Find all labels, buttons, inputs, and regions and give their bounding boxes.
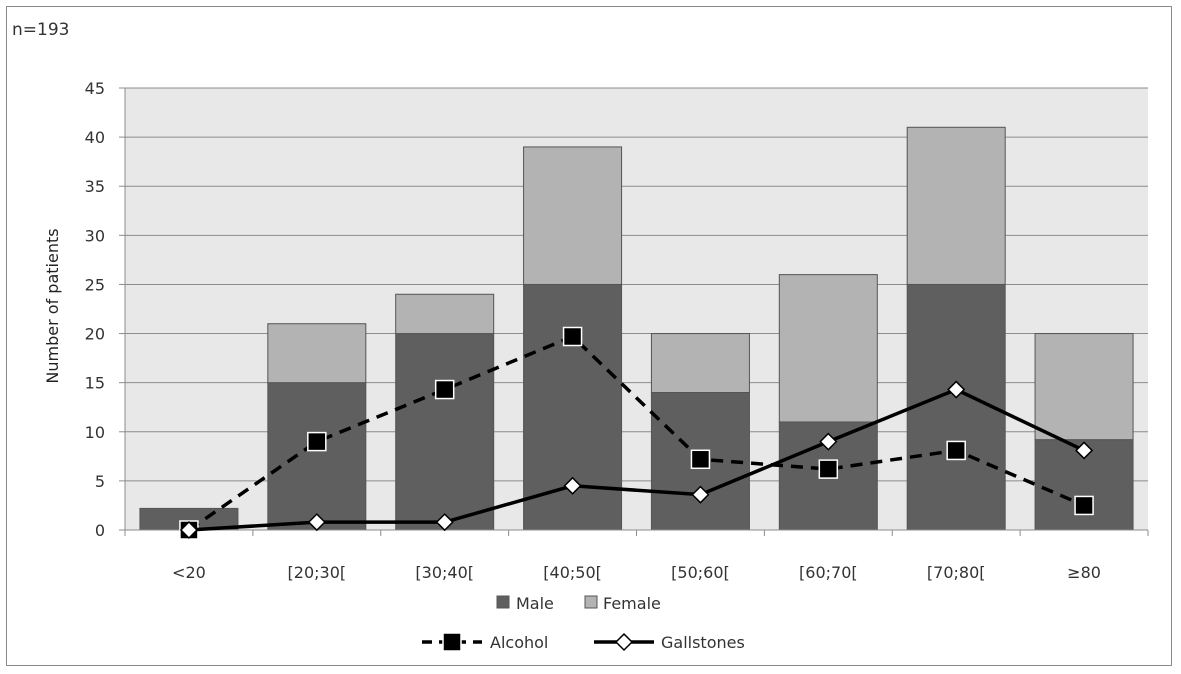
- series-gallstones: [179, 380, 1094, 540]
- legend-label-female: Female: [603, 594, 661, 613]
- y-axis-label: Number of patients: [43, 228, 62, 383]
- x-tick-label: [30;40[: [415, 563, 474, 582]
- y-tick-label: 0: [95, 521, 105, 540]
- bar-female: [906, 126, 1006, 285]
- bar-male: [906, 283, 1006, 531]
- y-tick-label: 30: [85, 226, 105, 245]
- x-tick-labels: <20 [20;30[ [30;40[ [40;50[ [50;60[ [60;70[ [7…: [172, 563, 1101, 582]
- point-alcohol: [562, 326, 583, 347]
- x-tick-label: [40;50[: [543, 563, 602, 582]
- bar-male: [395, 333, 495, 531]
- y-tick-label: 45: [85, 79, 105, 98]
- legend-lines: Alcohol Gallstones: [422, 632, 745, 652]
- line-series: [179, 326, 1094, 540]
- y-tick-label: 15: [85, 374, 105, 393]
- axes: [119, 87, 1149, 536]
- legend-marker-gallstones: [614, 632, 634, 652]
- point-gallstones: [179, 520, 198, 540]
- point-alcohol: [818, 459, 839, 479]
- x-tick-label: [50;60[: [671, 563, 730, 582]
- legend-label-gallstones: Gallstones: [661, 633, 745, 652]
- point-gallstones: [435, 513, 454, 532]
- x-tick-label: ≥80: [1067, 563, 1101, 582]
- line-alcohol: [187, 334, 1085, 532]
- legend-swatch-female: [584, 595, 598, 609]
- legend-marker-alcohol: [442, 632, 462, 652]
- y-tick-label: 20: [85, 325, 105, 344]
- x-tick-label: [60;70[: [799, 563, 858, 582]
- point-alcohol: [1074, 495, 1094, 516]
- bar-female: [395, 293, 495, 335]
- legend-swatch-male: [496, 595, 510, 609]
- y-tick-label: 40: [85, 128, 105, 147]
- y-tick-label: 35: [85, 177, 105, 196]
- x-tick-label: <20: [172, 563, 206, 582]
- point-gallstones: [1075, 441, 1094, 460]
- bar-male: [267, 382, 367, 531]
- sample-size-label: n=193: [12, 20, 70, 40]
- x-tick-label: [70;80[: [927, 563, 986, 582]
- point-gallstones: [307, 513, 326, 532]
- point-alcohol: [946, 440, 966, 461]
- point-gallstones: [563, 476, 582, 495]
- bar-female: [1034, 333, 1134, 441]
- point-gallstones: [947, 380, 966, 399]
- y-tick-labels: 0 5 10 15 20 25 30 35 40 45: [85, 79, 105, 540]
- y-tick-label: 25: [85, 275, 105, 294]
- legend-bars: Male Female: [496, 594, 661, 613]
- point-gallstones: [691, 485, 710, 504]
- y-tick-label: 5: [95, 472, 105, 491]
- y-tick-label: 10: [85, 423, 105, 442]
- x-tick-label: [20;30[: [288, 563, 347, 582]
- bar-female: [778, 274, 878, 423]
- line-gallstones: [188, 387, 1085, 532]
- legend-label-alcohol: Alcohol: [490, 633, 548, 652]
- point-alcohol: [690, 449, 711, 470]
- bar-female: [267, 323, 367, 384]
- point-gallstones: [819, 432, 838, 451]
- point-alcohol: [434, 379, 455, 400]
- point-alcohol: [307, 431, 327, 452]
- bar-female: [650, 333, 750, 393]
- legend-label-male: Male: [516, 594, 554, 613]
- bar-female: [523, 146, 623, 285]
